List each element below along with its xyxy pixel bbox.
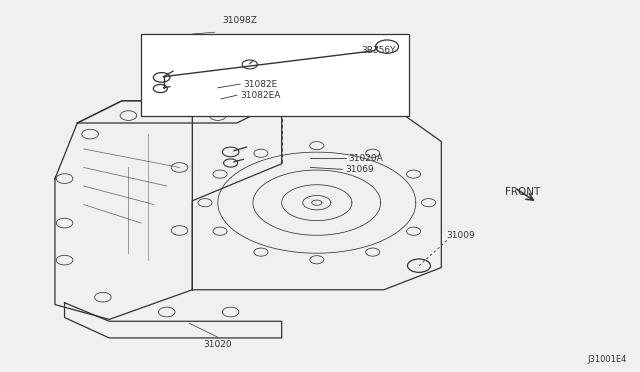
Bar — [141, 34, 410, 116]
Bar — [141, 34, 410, 116]
Text: 31098Z: 31098Z — [223, 16, 258, 25]
Text: 31009: 31009 — [446, 231, 475, 240]
Text: 31020A: 31020A — [349, 154, 383, 163]
Text: 31069: 31069 — [346, 165, 374, 174]
Text: 31082EA: 31082EA — [240, 91, 280, 100]
Text: 3B356Y: 3B356Y — [362, 46, 396, 55]
Text: FRONT: FRONT — [505, 187, 540, 196]
Text: 31020: 31020 — [204, 340, 232, 349]
Text: 31082E: 31082E — [243, 80, 278, 89]
Text: J31001E4: J31001E4 — [587, 355, 627, 364]
